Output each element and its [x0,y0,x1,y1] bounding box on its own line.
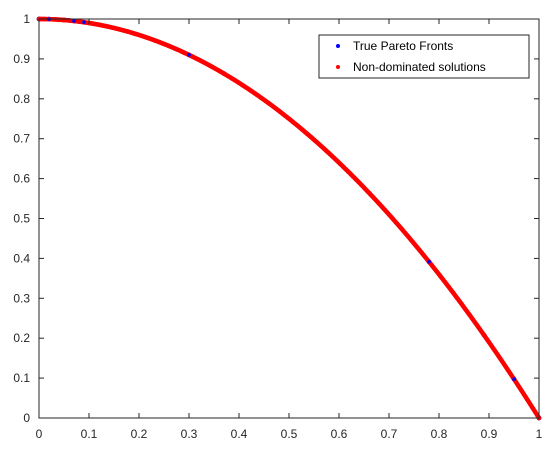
y-tick-label: 0 [23,411,30,425]
legend-marker-true-pareto [336,44,340,48]
plot-area [39,19,539,418]
x-tick-label: 0.7 [381,427,398,441]
legend-label-true-pareto: True Pareto Fronts [353,39,453,53]
x-tick-label: 0.3 [181,427,198,441]
series-true-pareto-fronts-visible [47,17,516,381]
true-pareto-point [82,20,86,25]
legend-label-non-dominated: Non-dominated solutions [353,60,486,74]
y-tick-label: 0.2 [13,331,30,345]
y-tick-label: 0.8 [13,92,30,106]
true-pareto-point [72,19,76,23]
y-tick-label: 0.1 [13,371,30,385]
y-tick-label: 0.5 [13,212,30,226]
x-tick-label: 0.6 [331,427,348,441]
x-tick-label: 0.1 [81,427,98,441]
x-tick-label: 0.4 [231,427,248,441]
true-pareto-point [427,259,431,264]
y-tick-label: 0.7 [13,132,30,146]
y-tick-label: 0.3 [13,291,30,305]
true-pareto-point [512,377,516,381]
x-tick-label: 0 [36,427,43,441]
true-pareto-point [187,53,191,57]
x-tick-label: 1 [536,427,543,441]
y-tick-label: 1 [23,12,30,26]
x-tick-label: 0.2 [131,427,148,441]
y-tick-label: 0.4 [13,251,30,265]
y-tick-label: 0.6 [13,172,30,186]
legend: True Pareto Fronts Non-dominated solutio… [318,34,530,79]
y-tick-label: 0.9 [13,52,30,66]
x-tick-label: 0.9 [481,427,498,441]
x-tick-label: 0.5 [281,427,298,441]
x-tick-label: 0.8 [431,427,448,441]
legend-marker-non-dominated [336,65,340,69]
ticks-layer: 0 0.1 0.2 0.3 0.4 0.5 0.6 0.7 0.8 0.9 1 0 0.1 0.2 0.3 0… [13,12,542,441]
legend-box [318,34,530,79]
